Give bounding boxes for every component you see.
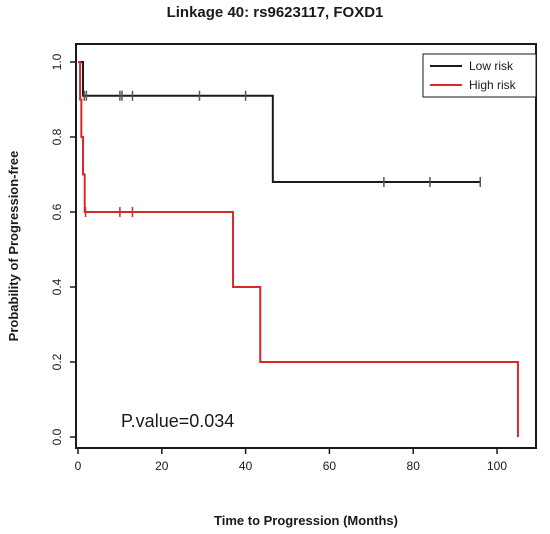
legend: Low risk High risk [422,53,537,98]
x-tick-label: 100 [487,459,507,473]
plot-frame [75,43,537,449]
x-tick-label: 60 [323,459,337,473]
x-tick-label: 0 [75,459,82,473]
legend-label-low-risk: Low risk [469,59,514,73]
x-tick-label: 80 [407,459,421,473]
x-tick-label: 40 [239,459,253,473]
y-tick-label: 0.4 [50,278,64,295]
x-axis-label: Time to Progression (Months) [214,513,398,528]
y-axis-label: Probability of Progression-free [6,151,21,342]
y-tick-label: 0.8 [50,128,64,145]
low-risk-curve [78,61,481,183]
y-tick-label: 1.0 [50,53,64,70]
high-risk-curve [78,61,519,437]
legend-box [422,53,537,98]
p-value-annotation: P.value=0.034 [121,411,234,431]
y-tick-label: 0.0 [50,428,64,445]
legend-label-high-risk: High risk [469,78,517,92]
x-tick-label: 20 [155,459,169,473]
chart-title: Linkage 40: rs9623117, FOXD1 [166,4,384,21]
y-tick-label: 0.6 [50,203,64,220]
y-tick-label: 0.2 [50,353,64,370]
